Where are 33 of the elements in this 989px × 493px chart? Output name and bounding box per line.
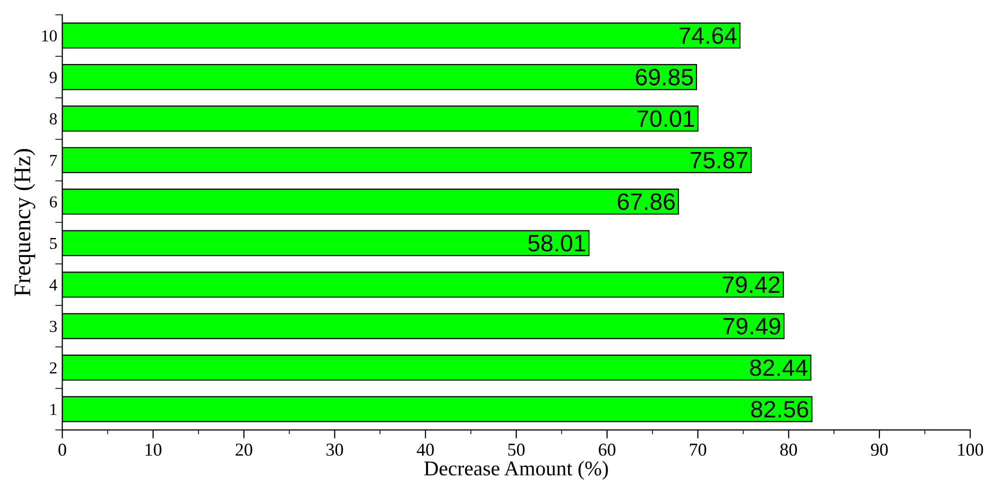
x-tick-label: 50 <box>508 444 525 456</box>
y-tick-label: 6 <box>50 196 57 208</box>
x-tick-label: 30 <box>326 444 344 456</box>
x-axis-title: Decrease Amount (%) <box>424 460 608 480</box>
y-tick-label: 4 <box>49 279 58 290</box>
data-label: 82.56 <box>751 400 808 418</box>
y-tick-label: 10 <box>42 30 57 42</box>
y-tick-label: 3 <box>50 320 57 332</box>
data-label: 70.01 <box>637 110 694 127</box>
x-tick-label: 60 <box>598 444 616 456</box>
y-tick-label: 1 <box>50 404 56 415</box>
y-tick-label: 2 <box>50 362 57 374</box>
data-label: 67.86 <box>618 193 675 210</box>
x-tick-label: 90 <box>870 444 888 456</box>
data-label: 74.64 <box>679 27 737 44</box>
x-tick-label: 100 <box>958 444 984 456</box>
data-label: 69.85 <box>636 68 693 86</box>
data-label: 58.01 <box>528 234 586 252</box>
x-tick-label: 0 <box>58 444 66 456</box>
x-tick-label: 40 <box>416 444 434 456</box>
y-tick-label: 7 <box>50 154 57 166</box>
x-tick-label: 20 <box>236 444 252 456</box>
x-tick-label: 70 <box>690 444 706 456</box>
data-label: 79.42 <box>722 276 780 294</box>
data-label: 79.49 <box>723 318 780 335</box>
y-tick-label: 5 <box>50 238 57 250</box>
data-label: 75.87 <box>690 152 748 168</box>
x-tick-label: 80 <box>780 444 797 456</box>
y-axis-title: Frequency (Hz) <box>14 148 36 296</box>
x-tick-label: 10 <box>146 444 162 456</box>
y-tick-label: 9 <box>50 72 57 84</box>
data-label: 82.44 <box>750 359 808 376</box>
y-tick-label: 8 <box>50 113 57 125</box>
